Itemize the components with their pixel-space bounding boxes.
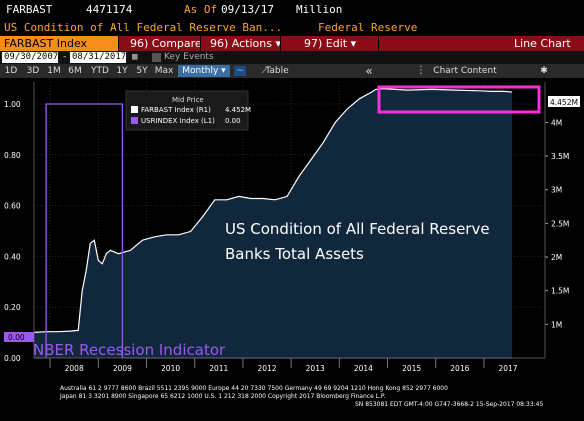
left-axis: 0.00 0.20 0.40 0.60 0.80 1.00 (4, 82, 35, 363)
footer-line-1: Australia 61 2 9777 8600 Brazil 5511 239… (60, 385, 448, 392)
legend: Mid Price FARBAST Index (R1) 4.452M USRI… (125, 90, 251, 131)
highlight-box (377, 85, 541, 114)
right-tick-label: 3.5M (551, 152, 569, 161)
right-tick-label: 2M (551, 253, 562, 262)
key-events-label: Key Events (164, 52, 214, 62)
date-separator: - (62, 52, 68, 62)
description-row: US Condition of All Federal Reserve Ban.… (0, 20, 584, 36)
x-tick-label: 2016 (450, 364, 469, 373)
compare-menu[interactable]: 96) Compare (130, 37, 202, 50)
menu-divider (118, 36, 119, 51)
chart-annotation-title: US Condition of All Federal Reserve (225, 220, 490, 238)
x-tick-label: 2010 (161, 364, 180, 373)
legend-item-farbast: FARBAST Index (R1) (141, 106, 211, 114)
menu-divider (280, 36, 281, 51)
x-tick-label: 2009 (113, 364, 132, 373)
left-tick-label: 1.00 (4, 100, 21, 109)
legend-swatch-farbast (131, 106, 138, 113)
chart-area: 0.00 0.20 0.40 0.60 0.80 1.00 1M 1.5M 2M 2.5M 3M 3… (0, 78, 584, 421)
range-ytd-button[interactable]: YTD (91, 66, 109, 76)
as-of-date[interactable]: 09/13/17 (221, 3, 274, 16)
security-header: FARBAST 4471174 As Of 09/13/17 Million (0, 0, 584, 20)
chart-type-label: Line Chart (514, 37, 571, 50)
right-last-value-tag (548, 96, 580, 107)
range-toolbar: 1D 3D 1M 6M YTD 1Y 5Y Max Monthly ▾ ~ ⟋ … (0, 64, 584, 78)
left-tick-label: 0.80 (4, 151, 21, 160)
x-axis: 2008 2009 2010 2011 2012 2013 2014 2015 2016 2017 (34, 357, 545, 373)
line-chart-icon[interactable]: ⟋ (261, 66, 269, 76)
left-last-value-text: 0.00 (8, 333, 25, 342)
right-tick-label: 4M (551, 118, 562, 127)
recession-label: NBER Recession Indicator (33, 341, 226, 359)
x-tick-label: 2011 (209, 364, 228, 373)
legend-swatch-usrindex (131, 117, 138, 124)
chart-svg: 0.00 0.20 0.40 0.60 0.80 1.00 1M 1.5M 2M 2.5M 3M 3… (0, 78, 584, 421)
chart-annotation-subtitle: Banks Total Assets (225, 245, 364, 263)
function-menubar: FARBAST Index 96) Compare 96) Actions ▾ … (0, 36, 584, 51)
calendar-icon[interactable]: ▦ (132, 52, 138, 62)
as-of-label: As Of (184, 3, 218, 16)
x-tick-label: 2014 (354, 364, 373, 373)
actions-menu[interactable]: 96) Actions ▾ (210, 37, 281, 50)
right-tick-label: 2.5M (551, 219, 569, 228)
footer-line-3: SN 853081 EDT GMT-4:00 G747-3668-2 15-Se… (355, 401, 543, 408)
table-button[interactable]: Table (265, 66, 289, 76)
menu-divider (378, 36, 379, 51)
series-description: US Condition of All Federal Reserve Ban.… (4, 21, 283, 34)
left-tick-label: 0.40 (4, 252, 21, 261)
right-axis: 1M 1.5M 2M 2.5M 3M 3.5M 4M (544, 82, 569, 358)
x-tick-label: 2012 (257, 364, 276, 373)
legend-value-farbast: 4.452M (225, 106, 251, 114)
farbast-line (33, 88, 513, 333)
unit-label: Million (296, 3, 343, 16)
chart-style-icon[interactable]: ~ (234, 66, 246, 76)
range-1d-button[interactable]: 1D (4, 66, 18, 76)
range-6m-button[interactable]: 6M (68, 66, 82, 76)
x-tick-label: 2017 (498, 364, 517, 373)
frequency-select[interactable]: Monthly ▾ (178, 65, 230, 77)
index-field[interactable]: FARBAST Index (0, 36, 118, 51)
series-source: Federal Reserve (318, 21, 418, 34)
x-tick-label: 2013 (306, 364, 325, 373)
legend-box (125, 90, 249, 131)
edit-menu[interactable]: 97) Edit ▾ (304, 37, 357, 50)
range-max-button[interactable]: Max (154, 66, 174, 76)
start-date-input[interactable]: 09/30/2007 (2, 52, 59, 63)
right-last-value-text: 4.452M (550, 98, 578, 107)
collapse-panel-button[interactable]: « (365, 64, 373, 78)
settings-icon[interactable]: ✱ (540, 66, 548, 76)
right-tick-label: 1.5M (551, 287, 569, 296)
left-last-value-tag (4, 332, 34, 342)
left-tick-label: 0.00 (4, 354, 21, 363)
series-area (34, 88, 513, 358)
right-tick-label: 3M (551, 186, 562, 195)
left-tick-label: 0.20 (4, 303, 21, 312)
range-5y-button[interactable]: 5Y (136, 66, 148, 76)
date-range-row: 09/30/2007 - 08/31/2017 ▦ Key Events (0, 51, 584, 64)
menu-divider (200, 36, 201, 51)
security-id: 4471174 (86, 3, 133, 16)
range-1m-button[interactable]: 1M (47, 66, 61, 76)
chart-content-button[interactable]: Chart Content (433, 66, 497, 76)
key-events-checkbox[interactable] (152, 53, 161, 62)
legend-value-usrindex: 0.00 (225, 117, 241, 125)
x-tick-label: 2015 (402, 364, 421, 373)
left-tick-label: 0.60 (4, 202, 21, 211)
x-tick-label: 2008 (65, 364, 84, 373)
ticker[interactable]: FARBAST (6, 3, 53, 16)
legend-title: Mid Price (172, 96, 204, 104)
farbast-area (34, 88, 513, 358)
legend-item-usrindex: USRINDEX Index (L1) (141, 117, 215, 125)
footer-line-2: Japan 81 3 3201 8900 Singapore 65 6212 1… (59, 393, 386, 400)
chart-content-icon[interactable]: ⋮ (416, 65, 426, 76)
range-3d-button[interactable]: 3D (26, 66, 40, 76)
range-1y-button[interactable]: 1Y (116, 66, 128, 76)
end-date-input[interactable]: 08/31/2017 (70, 52, 127, 63)
right-tick-label: 1M (551, 320, 562, 329)
